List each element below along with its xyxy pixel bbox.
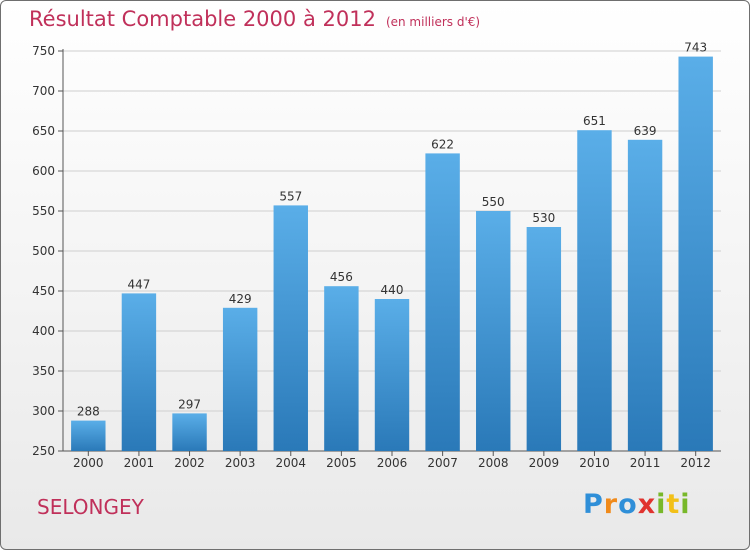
bar-2007 <box>425 153 460 451</box>
data-label-2010: 651 <box>583 114 606 128</box>
data-label-2012: 743 <box>684 41 707 55</box>
x-tick-label-2010: 2010 <box>579 456 610 470</box>
x-tick-label-2001: 2001 <box>124 456 155 470</box>
x-tick-label-2006: 2006 <box>377 456 408 470</box>
bar-2001 <box>121 293 157 451</box>
y-tick-label: 250 <box>32 444 55 458</box>
title-row: Résultat Comptable 2000 à 2012 (en millie… <box>29 7 480 31</box>
x-tick-label-2003: 2003 <box>225 456 256 470</box>
bar-2009 <box>526 227 562 451</box>
y-tick-label: 500 <box>32 244 55 258</box>
bar-2002 <box>172 413 207 451</box>
labels: 250 300 350 400 450 500 550 600 650 700 750 288 2000… <box>32 41 711 470</box>
bar-2005 <box>324 286 359 451</box>
data-label-2008: 550 <box>482 195 505 209</box>
y-tick-label: 600 <box>32 164 55 178</box>
x-tick-label-2004: 2004 <box>275 456 306 470</box>
bar-2000 <box>71 420 106 451</box>
y-tick-label: 650 <box>32 124 55 138</box>
bar-2004 <box>273 205 308 451</box>
data-label-2005: 456 <box>330 270 353 284</box>
bar-2006 <box>374 299 410 451</box>
data-label-2011: 639 <box>634 124 657 138</box>
y-tick-label: 400 <box>32 324 55 338</box>
y-tick-label: 700 <box>32 84 55 98</box>
y-tick-label: 750 <box>32 44 55 58</box>
data-label-2009: 530 <box>532 211 555 225</box>
y-tick-label: 350 <box>32 364 55 378</box>
x-tick-label-2012: 2012 <box>680 456 711 470</box>
place-name: SELONGEY <box>37 495 144 519</box>
data-label-2001: 447 <box>127 277 150 291</box>
bar-2008 <box>476 211 511 451</box>
bars <box>71 56 713 452</box>
x-tick-label-2002: 2002 <box>174 456 205 470</box>
data-label-2006: 440 <box>381 283 404 297</box>
chart-subtitle: (en milliers d'€) <box>385 15 481 29</box>
y-tick-label: 450 <box>32 284 55 298</box>
x-tick-label-2008: 2008 <box>478 456 509 470</box>
bar-2010 <box>577 130 612 451</box>
bar-2003 <box>222 307 258 451</box>
x-tick-label-2007: 2007 <box>427 456 458 470</box>
data-label-2007: 622 <box>431 137 454 151</box>
data-label-2002: 297 <box>178 397 201 411</box>
data-label-2004: 557 <box>279 189 302 203</box>
x-tick-label-2000: 2000 <box>73 456 104 470</box>
y-tick-label: 550 <box>32 204 55 218</box>
bar-2011 <box>627 139 663 452</box>
bar-2012 <box>678 56 713 451</box>
data-label-2000: 288 <box>77 405 100 419</box>
x-tick-label-2011: 2011 <box>630 456 661 470</box>
data-label-2003: 429 <box>229 292 252 306</box>
chart-title: Résultat Comptable 2000 à 2012 <box>29 7 376 31</box>
x-tick-label-2005: 2005 <box>326 456 357 470</box>
y-tick-label: 300 <box>32 404 55 418</box>
x-tick-label-2009: 2009 <box>529 456 560 470</box>
brand-logo: Proxiti <box>583 489 691 520</box>
